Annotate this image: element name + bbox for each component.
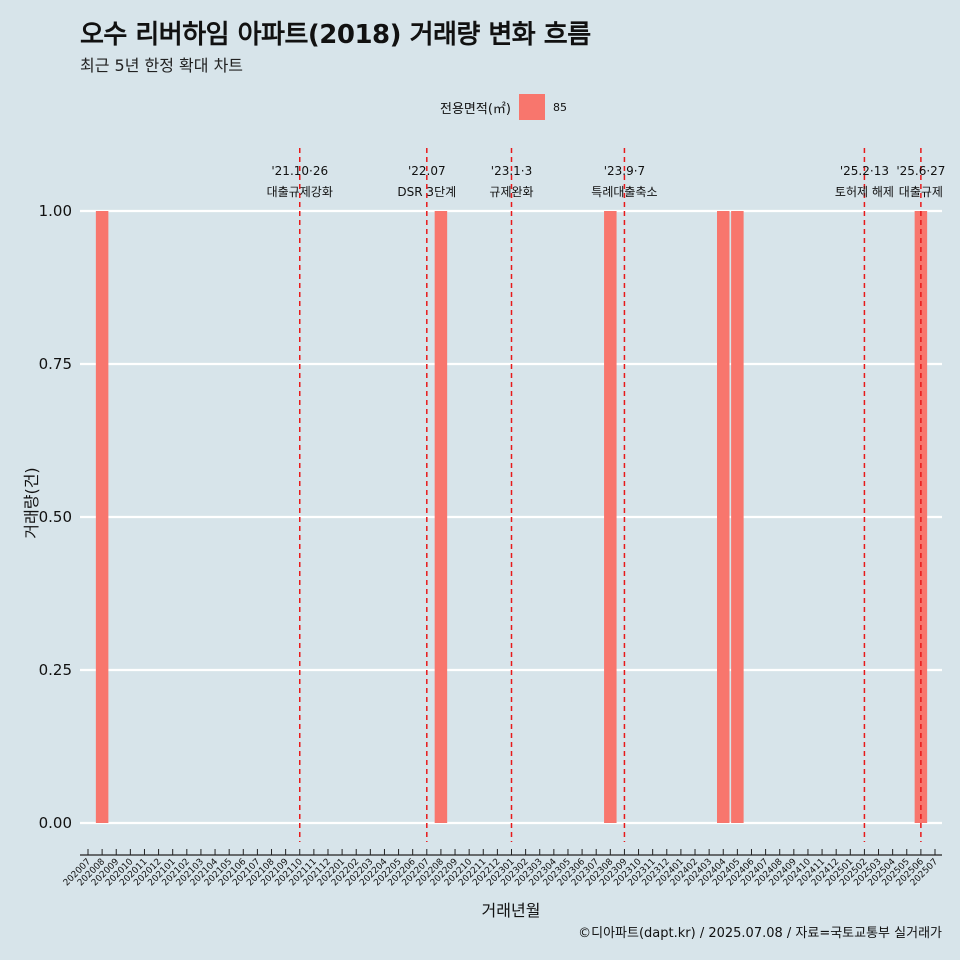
- event-label: 대출규제강화: [267, 185, 333, 199]
- event-date: '25.2·13: [840, 164, 889, 178]
- legend: 전용면적(㎡) 85: [440, 94, 567, 120]
- legend-title: 전용면적(㎡): [440, 101, 511, 117]
- y-tick-label: 0.75: [39, 355, 72, 373]
- event-date: '23.1·3: [491, 164, 532, 178]
- y-tick-labels: 0.00 0.25 0.50 0.75 1.00: [39, 202, 72, 832]
- legend-label: 85: [552, 100, 567, 114]
- bar: [604, 211, 617, 823]
- chart-title: 오수 리버하임 아파트(2018) 거래량 변화 흐름: [80, 20, 591, 50]
- event-date: '21.10·26: [271, 164, 328, 178]
- event-date: '22.07: [408, 164, 446, 178]
- bar: [95, 211, 109, 823]
- x-axis: 2020072020082020092020102020112020122021…: [62, 849, 942, 888]
- y-axis-label: 거래량(건): [22, 467, 41, 539]
- event-label: 규제완화: [489, 185, 533, 199]
- x-axis-label: 거래년월: [481, 901, 541, 920]
- event-label: 대출규제: [899, 185, 943, 199]
- bar: [434, 211, 448, 823]
- y-tick-label: 1.00: [39, 202, 72, 220]
- event-label: DSR 3단계: [397, 185, 456, 199]
- y-tick-label: 0.25: [39, 661, 72, 679]
- bar: [731, 211, 744, 823]
- source-caption: ©디아파트(dapt.kr) / 2025.07.08 / 자료=국토교통부 실…: [578, 926, 942, 941]
- event-date: '23.9·7: [604, 164, 645, 178]
- event-label: 특례대출축소: [591, 185, 657, 199]
- bar: [717, 211, 730, 823]
- legend-key: [518, 94, 545, 120]
- y-tick-label: 0.00: [39, 814, 72, 832]
- event-date: '25.6·27: [896, 164, 945, 178]
- y-tick-label: 0.50: [39, 508, 72, 526]
- event-lines: [299, 148, 922, 842]
- chart-subtitle: 최근 5년 한정 확대 차트: [80, 56, 244, 75]
- event-annotations: '21.10·26 대출규제강화 '22.07 DSR 3단계 '23.1·3 규제완화 '…: [267, 164, 946, 199]
- event-label: 토허제 해제: [835, 185, 894, 199]
